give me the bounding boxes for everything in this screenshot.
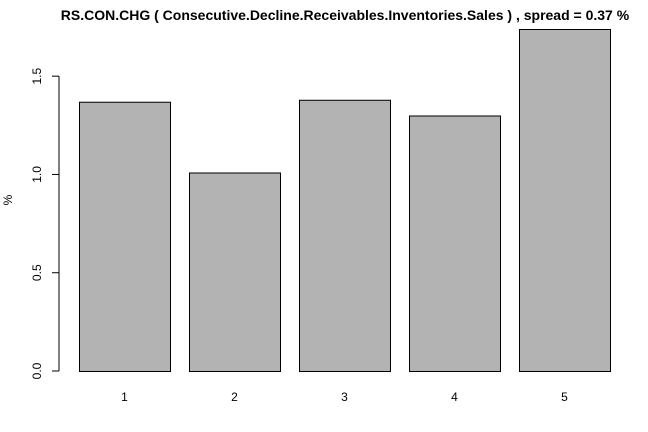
bar-1 xyxy=(79,101,171,372)
bar-4 xyxy=(409,115,501,372)
y-tick-label: 0.0 xyxy=(30,362,44,379)
y-tick-label: 1.0 xyxy=(30,166,44,183)
x-tick-label: 5 xyxy=(561,390,568,404)
y-axis: 0.0 0.5 1.0 1.5 xyxy=(30,68,60,379)
bar-3 xyxy=(299,99,391,373)
x-tick-label: 1 xyxy=(121,390,128,404)
bars-group xyxy=(79,29,611,373)
x-tick-label: 2 xyxy=(231,390,238,404)
x-tick-label: 3 xyxy=(341,390,348,404)
bar-5 xyxy=(519,29,611,372)
x-tick-label: 4 xyxy=(451,390,458,404)
y-tick-label: 1.5 xyxy=(30,68,44,85)
bar-2 xyxy=(189,172,281,372)
chart-title: RS.CON.CHG ( Consecutive.Decline.Receiva… xyxy=(61,7,630,23)
y-tick-label: 0.5 xyxy=(30,264,44,281)
x-tick-labels: 1 2 3 4 5 xyxy=(121,390,568,404)
y-axis-label: % xyxy=(1,194,15,205)
